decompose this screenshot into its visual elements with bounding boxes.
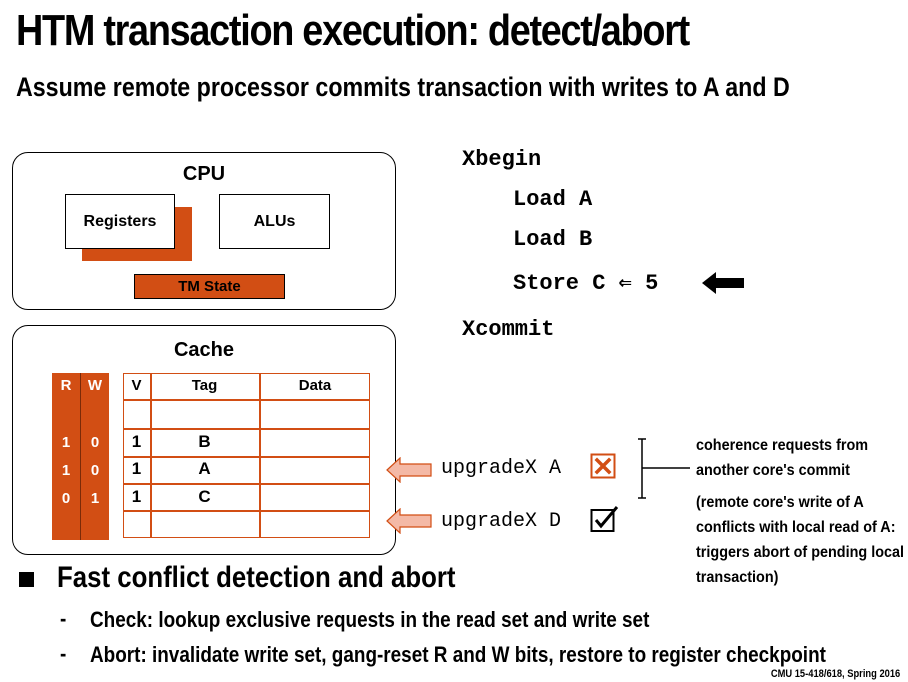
row-w: 0: [90, 434, 100, 451]
w-header: W: [87, 377, 103, 394]
slide-subtitle: Assume remote processor commits transact…: [16, 72, 790, 102]
r-header: R: [60, 377, 72, 394]
incoming-arrow-icon: [386, 508, 432, 534]
main-bullet: Fast conflict detection and abort: [57, 561, 456, 594]
code-xcommit: Xcommit: [462, 317, 555, 342]
row-v: 1: [131, 459, 142, 478]
row-tag: A: [198, 459, 211, 478]
current-line-arrow-icon: [702, 272, 744, 294]
coherence-note: coherence requests from another core's c…: [696, 437, 869, 479]
code-xbegin: Xbegin: [462, 147, 542, 172]
request-upgradex-d: upgradeX D: [441, 510, 562, 533]
code-load-a: Load A: [513, 187, 593, 212]
code-store-c: Store C ⇐ 5: [513, 271, 659, 296]
row-tag: B: [198, 432, 211, 451]
cache-label: Cache: [173, 339, 235, 361]
row-w: 1: [90, 490, 100, 507]
tm-state-label: TM State: [178, 278, 241, 295]
sub-bullet-abort: Abort: invalidate write set, gang-reset …: [90, 642, 826, 667]
dash-icon: -: [60, 606, 67, 631]
sub-bullet-check: Check: lookup exclusive requests in the …: [90, 607, 650, 632]
alus-box: ALUs: [219, 194, 330, 249]
row-v: 1: [131, 487, 142, 506]
check-icon: [590, 506, 619, 532]
rw-divider: [80, 373, 81, 540]
data-header: Data: [298, 377, 332, 394]
tm-state-box: TM State: [134, 274, 285, 299]
row-v: 1: [131, 432, 142, 451]
row-tag: C: [198, 487, 211, 506]
dash-icon: -: [60, 641, 67, 666]
registers-box: Registers: [65, 194, 175, 249]
slide-title: HTM transaction execution: detect/abort: [16, 6, 690, 55]
row-r: 1: [61, 462, 71, 479]
code-load-b: Load B: [513, 227, 593, 252]
tag-header: Tag: [191, 377, 218, 394]
incoming-arrow-icon: [386, 457, 432, 483]
request-upgradex-a: upgradeX A: [441, 457, 562, 480]
row-r: 0: [61, 490, 71, 507]
cpu-label: CPU: [182, 163, 226, 185]
row-w: 0: [90, 462, 100, 479]
conflict-x-icon: [590, 453, 616, 479]
cache-table: [123, 373, 370, 538]
row-r: 1: [61, 434, 71, 451]
footer: CMU 15-418/618, Spring 2016: [770, 668, 900, 680]
bullet-square-icon: [19, 572, 34, 587]
explanation-note: (remote core's write of A conflicts with…: [696, 494, 905, 586]
v-header: V: [131, 377, 142, 394]
bracket-icon: [638, 438, 690, 499]
